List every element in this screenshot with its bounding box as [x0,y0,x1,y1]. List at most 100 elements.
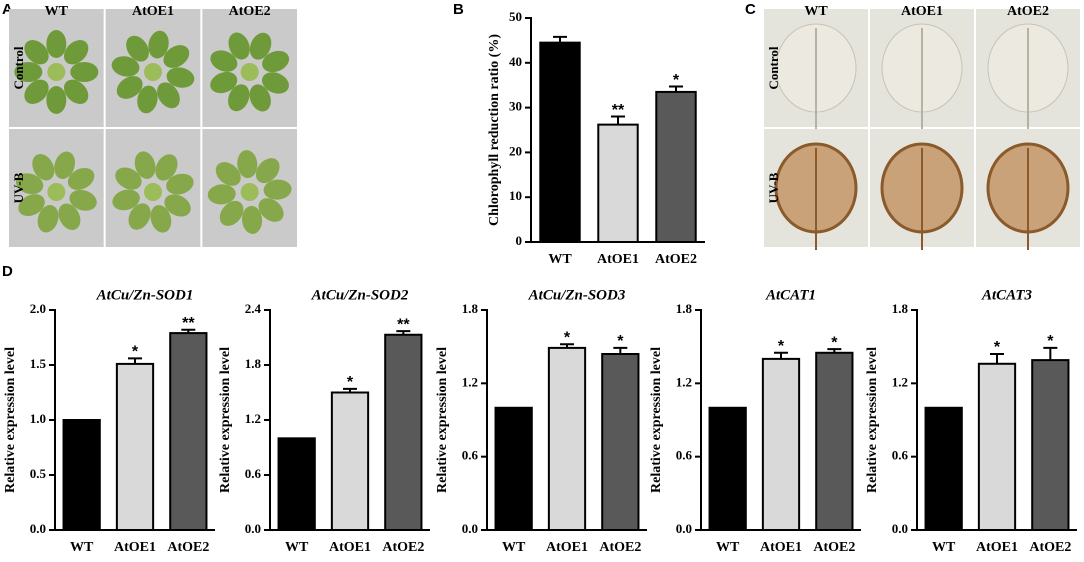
x-tick-label: WT [932,540,956,555]
significance: * [617,333,624,350]
y-tick-label: 1.2 [676,374,692,389]
chart-title: AtCu/Zn-SOD1 [96,287,194,303]
y-tick-label: 1.5 [30,356,47,371]
column-label: AtOE2 [229,4,271,19]
y-tick-label: 2.0 [30,301,46,316]
y-tick-label: 1.0 [30,411,46,426]
error-bar [611,115,625,125]
leaf [111,56,140,77]
x-tick-label: AtOE1 [976,540,1018,555]
bar [547,346,587,531]
leaf [255,158,280,184]
error-bar [827,348,842,353]
y-tick-label: 2.4 [245,301,262,316]
leaf [32,154,55,181]
leaf [47,63,66,81]
axis [486,309,647,531]
y-tick-label: 0.6 [676,448,693,463]
column-label: WT [45,4,69,19]
y-tick-label: 0.6 [245,466,262,481]
leaf [37,205,59,233]
y-axis-label: Relative expression level [865,347,880,493]
leaf [70,62,99,82]
leaf [163,45,190,68]
x-tick-label: WT [548,252,572,267]
bar [62,419,101,531]
column-label: AtOE1 [132,4,174,19]
bar [977,362,1017,531]
leaf [18,194,45,217]
leaf [144,63,162,81]
x-tick-label: AtOE2 [655,252,697,267]
error-bar [774,351,788,359]
panel-letter: A [2,1,13,18]
leaf [67,167,95,190]
row-label: UV-B [11,172,26,203]
x-tick-label: AtOE1 [329,540,371,555]
chart-title: AtCAT1 [765,287,816,303]
x-tick-label: AtOE1 [597,252,639,267]
y-tick-label: 0.6 [462,448,479,463]
leaf [166,67,195,88]
leaf [150,205,172,233]
bar [169,332,208,531]
leaf [14,61,43,83]
chart-title: AtCu/Zn-SOD3 [528,287,626,303]
y-tick-label: 10 [509,188,522,203]
panel-letter: D [2,263,13,280]
error-bar [396,330,411,335]
y-tick-label: 1.2 [245,411,261,426]
leaf [242,205,263,234]
leaf [112,189,140,211]
leaf [228,32,250,60]
x-tick-label: WT [502,540,526,555]
y-tick-label: 40 [509,54,522,69]
significance: * [1047,333,1054,350]
x-tick-label: AtOE1 [114,540,156,555]
x-tick-label: AtOE1 [546,540,588,555]
bar [330,391,370,531]
leaf [24,79,49,104]
bar [384,333,423,531]
bar [115,362,155,531]
significance: * [673,72,680,89]
axis [916,309,1077,531]
y-tick-label: 1.2 [892,374,908,389]
x-tick-label: AtOE1 [760,540,802,555]
x-tick-label: AtOE2 [167,540,209,555]
axis [54,309,215,531]
leaf [69,189,97,211]
error-bar [181,328,196,334]
significance: * [347,374,354,391]
leaf [134,151,156,179]
y-axis-label: Chlorophyll reduction ratio (%) [487,34,502,226]
error-bar [128,357,142,364]
bar [597,123,639,243]
panel-letter: C [745,1,756,18]
y-tick-label: 1.8 [892,301,909,316]
y-axis-label: Relative expression level [3,347,18,493]
y-tick-label: 0.0 [892,521,908,536]
leaf [240,63,259,81]
y-axis-label: Relative expression level [435,347,450,493]
leaf [210,50,238,72]
significance: * [831,334,838,351]
leaf [63,40,89,65]
y-tick-label: 0.0 [676,521,692,536]
bar [708,406,747,531]
leaf [46,30,67,58]
bar [815,351,854,531]
y-tick-label: 0 [516,233,523,248]
bar [761,357,801,531]
y-axis-label: Relative expression level [649,347,664,493]
x-tick-label: WT [716,540,740,555]
panel-letter: B [453,1,464,18]
leaf [128,203,151,230]
leaf [237,150,258,179]
bar [655,90,697,243]
leaf [58,203,81,230]
significance: * [132,344,139,361]
leaf [215,162,241,186]
significance: * [778,338,785,355]
